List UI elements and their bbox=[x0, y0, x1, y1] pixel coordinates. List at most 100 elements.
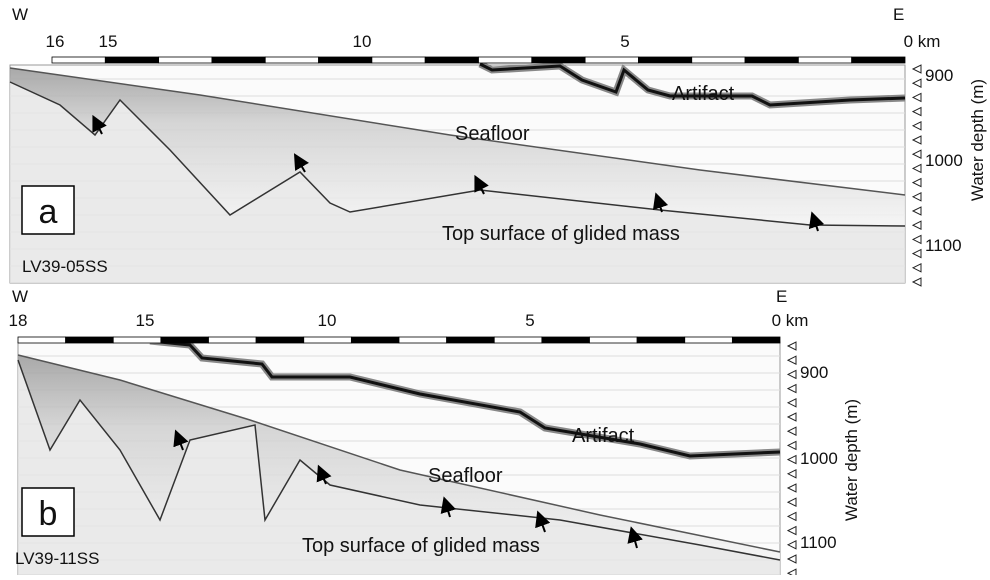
depth-tick bbox=[913, 250, 921, 258]
annotation: Top surface of glided mass bbox=[302, 535, 540, 557]
scale-bar-segment bbox=[542, 337, 590, 343]
distance-tick-label: 10 bbox=[353, 32, 372, 51]
depth-tick bbox=[913, 122, 921, 130]
scale-bar-segment bbox=[372, 57, 425, 63]
depth-tick bbox=[913, 65, 921, 73]
depth-tick bbox=[788, 456, 796, 464]
depth-tick bbox=[913, 278, 921, 286]
depth-tick bbox=[913, 207, 921, 215]
depth-tick bbox=[913, 136, 921, 144]
distance-tick-label: 0 km bbox=[772, 311, 809, 330]
depth-tick-label: 900 bbox=[925, 66, 953, 85]
distance-tick-label: 10 bbox=[318, 311, 337, 330]
depth-tick bbox=[913, 79, 921, 87]
panel: W E 18 15 10 5 0 km 900 1000 1100 Water depth (m) A… bbox=[9, 287, 861, 575]
annotation: Seafloor bbox=[455, 123, 530, 145]
depth-tick bbox=[788, 484, 796, 492]
depth-tick bbox=[788, 427, 796, 435]
profile-id: LV39-11SS bbox=[15, 549, 99, 568]
scale-bar-segment bbox=[161, 337, 209, 343]
distance-tick-label: 15 bbox=[136, 311, 155, 330]
scale-bar-segment bbox=[590, 337, 638, 343]
scale-bar-segment bbox=[212, 57, 265, 63]
scale-bar-segment bbox=[494, 337, 542, 343]
distance-tick-label: 0 km bbox=[904, 32, 941, 51]
scale-bar-segment bbox=[265, 57, 318, 63]
scale-bar-segment bbox=[351, 337, 399, 343]
distance-tick-label: 18 bbox=[9, 311, 28, 330]
annotation: Seafloor bbox=[428, 465, 503, 487]
scale-bar-segment bbox=[399, 337, 447, 343]
depth-tick bbox=[788, 385, 796, 393]
west-label: W bbox=[12, 5, 28, 24]
depth-axis-title: Water depth (m) bbox=[842, 399, 861, 521]
depth-tick bbox=[788, 541, 796, 549]
scale-bar-segment bbox=[638, 57, 691, 63]
scale-bar-segment bbox=[319, 57, 372, 63]
depth-tick bbox=[788, 569, 796, 575]
scale-bar-segment bbox=[692, 57, 745, 63]
scale-bar-segment bbox=[256, 337, 304, 343]
depth-tick bbox=[913, 93, 921, 101]
scale-bar-segment bbox=[732, 337, 780, 343]
depth-tick bbox=[788, 342, 796, 350]
depth-tick bbox=[788, 527, 796, 535]
depth-tick bbox=[788, 498, 796, 506]
depth-tick-label: 900 bbox=[800, 363, 828, 382]
scale-bar-segment bbox=[66, 337, 114, 343]
figure: W E 16 15 10 5 0 km 900 1000 1100 Water depth (m) A… bbox=[0, 0, 990, 575]
depth-tick bbox=[788, 441, 796, 449]
depth-tick bbox=[788, 555, 796, 563]
depth-tick bbox=[788, 413, 796, 421]
depth-tick bbox=[913, 108, 921, 116]
depth-tick bbox=[913, 235, 921, 243]
panel-label: a bbox=[39, 193, 58, 231]
scale-bar-segment bbox=[52, 57, 105, 63]
scale-bar-segment bbox=[852, 57, 905, 63]
distance-tick-label: 5 bbox=[620, 32, 629, 51]
depth-tick bbox=[788, 370, 796, 378]
panels: W E 16 15 10 5 0 km 900 1000 1100 Water depth (m) A… bbox=[9, 5, 987, 575]
scale-bar-segment bbox=[745, 57, 798, 63]
depth-tick bbox=[788, 399, 796, 407]
scale-bar-segment bbox=[479, 57, 532, 63]
scale-bar-segment bbox=[585, 57, 638, 63]
distance-tick-label: 5 bbox=[525, 311, 534, 330]
depth-tick bbox=[788, 512, 796, 520]
depth-tick-label: 1000 bbox=[800, 449, 838, 468]
depth-tick bbox=[913, 193, 921, 201]
east-label: E bbox=[893, 5, 904, 24]
distance-tick-label: 16 bbox=[46, 32, 65, 51]
scale-bar-segment bbox=[798, 57, 851, 63]
depth-tick bbox=[913, 264, 921, 272]
scale-bar-segment bbox=[532, 57, 585, 63]
depth-tick bbox=[913, 221, 921, 229]
scale-bar-segment bbox=[159, 57, 212, 63]
depth-tick bbox=[913, 164, 921, 172]
depth-axis-title: Water depth (m) bbox=[968, 79, 987, 201]
west-label: W bbox=[12, 287, 28, 306]
scale-bar-segment bbox=[105, 57, 158, 63]
depth-tick-label: 1100 bbox=[925, 236, 962, 255]
annotation: Top surface of glided mass bbox=[442, 223, 680, 245]
depth-tick-label: 1100 bbox=[800, 533, 837, 552]
profile-id: LV39-05SS bbox=[22, 257, 108, 276]
annotation: Artifact bbox=[672, 83, 735, 105]
scale-bar-segment bbox=[304, 337, 352, 343]
depth-tick-label: 1000 bbox=[925, 151, 963, 170]
east-label: E bbox=[776, 287, 787, 306]
annotation: Artifact bbox=[572, 425, 635, 447]
depth-tick bbox=[913, 150, 921, 158]
scale-bar-segment bbox=[113, 337, 161, 343]
scale-bar-segment bbox=[685, 337, 733, 343]
panel-label: b bbox=[39, 495, 58, 533]
distance-tick-label: 15 bbox=[99, 32, 118, 51]
scale-bar-segment bbox=[447, 337, 495, 343]
scale-bar-segment bbox=[18, 337, 66, 343]
panel: W E 16 15 10 5 0 km 900 1000 1100 Water depth (m) A… bbox=[10, 5, 987, 286]
depth-tick bbox=[788, 356, 796, 364]
scale-bar-segment bbox=[425, 57, 478, 63]
scale-bar-segment bbox=[637, 337, 685, 343]
depth-tick bbox=[913, 179, 921, 187]
depth-tick bbox=[788, 470, 796, 478]
